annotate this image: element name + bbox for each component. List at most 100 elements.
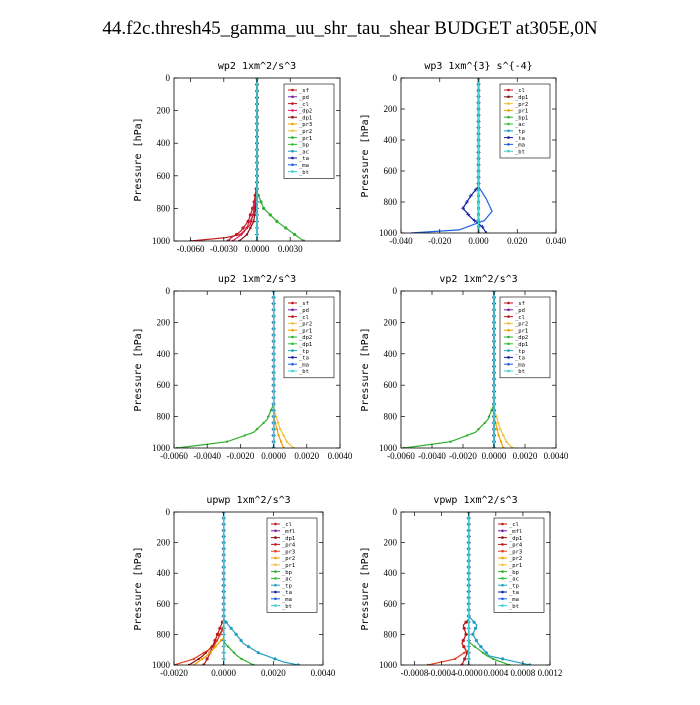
legend-marker (291, 349, 294, 352)
series-marker (273, 657, 277, 661)
series-marker (225, 440, 229, 443)
series-group (402, 291, 514, 448)
series-marker (248, 220, 252, 223)
series-marker (477, 114, 480, 117)
legend-marker (507, 335, 510, 339)
series-marker (222, 553, 225, 556)
legend-marker (291, 143, 294, 146)
legend-entry: _pr2 (299, 322, 312, 328)
series-marker (492, 346, 496, 349)
series-marker (272, 352, 275, 355)
legend-entry: _pr2 (282, 556, 295, 562)
legend-marker (274, 549, 277, 553)
legend-marker (507, 322, 510, 325)
series-marker (255, 148, 259, 151)
x-tick-label: -0.0020 (449, 451, 477, 461)
series-marker (477, 182, 480, 185)
x-tick-label: 0.0040 (328, 451, 353, 461)
series-marker (477, 213, 480, 216)
series-marker (505, 440, 508, 443)
series-marker (463, 657, 467, 661)
legend-marker (501, 577, 504, 580)
legend-entry: _mfl (509, 529, 522, 535)
legend-marker (274, 536, 277, 539)
y-tick-label: 800 (157, 629, 171, 639)
series-marker (219, 633, 222, 636)
legend: _cl_dp1_pr2_pr1_bp1_ac_tp_ta_ma_bt (499, 83, 551, 159)
legend-entry: _ta (299, 356, 309, 362)
series-marker (467, 639, 470, 642)
legend-marker (291, 149, 294, 153)
legend-entry: _pd (299, 95, 309, 101)
series-marker (492, 415, 496, 418)
legend-marker (291, 88, 294, 92)
series-marker (245, 226, 248, 230)
series-marker (255, 115, 259, 119)
y-tick-label: 400 (157, 568, 171, 578)
series-marker (252, 220, 255, 223)
legend-marker (274, 529, 277, 533)
series-group (410, 78, 493, 233)
series-marker (492, 440, 496, 443)
legend-entry: _bp1 (515, 115, 528, 121)
x-tick-label: -0.0020 (160, 668, 188, 678)
series-marker (222, 565, 225, 569)
series-marker (272, 428, 275, 431)
legend-marker (507, 122, 510, 126)
y-axis-label: Pressure [hPa] (133, 546, 144, 630)
legend-marker (274, 597, 277, 601)
series-marker (272, 390, 275, 393)
legend-marker (501, 563, 504, 567)
series-marker (477, 176, 480, 179)
legend-entry: _ta (515, 356, 525, 362)
legend-entry: _dp1 (515, 342, 528, 348)
series-marker (477, 219, 480, 222)
legend-marker (274, 590, 277, 594)
legend-marker (291, 335, 294, 339)
series-marker (255, 220, 259, 223)
series-group (174, 512, 300, 665)
series-marker (473, 187, 478, 192)
legend-marker (291, 315, 294, 318)
series-marker (492, 352, 496, 355)
x-tick-label: -0.0008 (401, 668, 429, 678)
series-marker (252, 207, 256, 210)
series-marker (222, 639, 225, 642)
series-marker (484, 651, 488, 655)
chart-title: vpwp 1xm^2/s^3 (433, 495, 517, 506)
series-marker (272, 333, 275, 337)
series-marker (222, 578, 225, 581)
series-marker (201, 657, 204, 661)
series-marker (462, 626, 466, 630)
series-marker (285, 440, 289, 443)
y-tick-label: 200 (384, 538, 398, 548)
series-marker (222, 523, 225, 526)
x-tick-label: -0.0040 (193, 451, 221, 461)
legend-marker (507, 129, 510, 133)
series-marker (467, 651, 470, 654)
series-marker (492, 371, 496, 374)
series-marker (467, 608, 470, 612)
legend-marker (291, 95, 294, 99)
series-marker (222, 608, 225, 612)
series-marker (279, 428, 282, 431)
x-tick-label: 0.0008 (511, 668, 536, 678)
y-axis-label: Pressure [hPa] (360, 546, 371, 630)
series-marker (477, 200, 480, 204)
series-marker (477, 107, 480, 111)
series-marker (279, 440, 283, 443)
series-marker (479, 645, 483, 649)
series-line-pr2 (193, 512, 225, 665)
legend-marker (291, 170, 294, 173)
y-axis-label: Pressure [hPa] (360, 327, 371, 411)
y-tick-label: 1000 (379, 228, 398, 238)
series-marker (222, 627, 225, 630)
series-marker (255, 168, 259, 171)
legend-marker (501, 590, 504, 594)
y-axis-label: Pressure [hPa] (133, 327, 144, 411)
series-marker (284, 226, 288, 230)
y-tick-label: 0 (393, 507, 398, 517)
series-marker (492, 384, 496, 387)
x-tick-label: -0.040 (389, 236, 413, 246)
legend-entry: _pd (515, 308, 525, 314)
